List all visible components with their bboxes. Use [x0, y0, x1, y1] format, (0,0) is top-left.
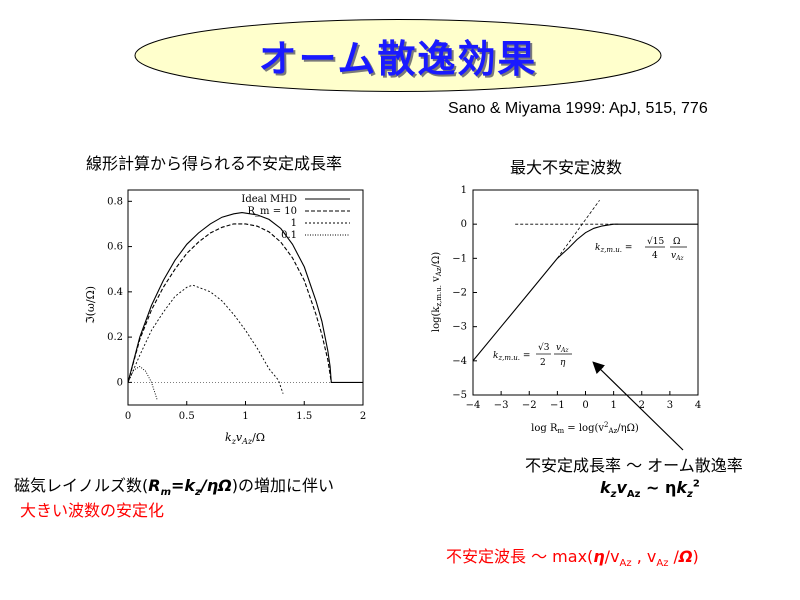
- legend-label: Ideal MHD: [241, 194, 297, 205]
- series-line: [128, 284, 284, 394]
- x-tick-label: −4: [466, 400, 481, 411]
- x-axis-label: kzvAz/Ω: [225, 431, 265, 446]
- x-tick-label: 0: [125, 411, 131, 422]
- svg-text:vAz: vAz: [556, 343, 569, 354]
- asymptote-diagonal: [557, 200, 600, 259]
- x-tick-label: 1: [610, 400, 616, 411]
- x-tick-label: 0: [582, 400, 588, 411]
- left-heading: 線形計算から得られる不安定成長率: [86, 154, 343, 173]
- svg-text:√3: √3: [538, 342, 550, 353]
- right-heading: 最大不安定波数: [510, 158, 623, 177]
- y-tick-label: −2: [452, 288, 467, 299]
- series-line: [473, 223, 698, 362]
- x-tick-label: 1: [242, 411, 248, 422]
- legend-label: R_m = 10: [248, 206, 297, 217]
- legend-label: 0.1: [281, 230, 297, 241]
- y-tick-label: 0: [461, 219, 467, 230]
- wavelength-note: 不安定波長 〜 max(η/vAz , vAz /Ω): [446, 547, 699, 570]
- y-tick-label: 1: [461, 185, 467, 196]
- reynolds-note: 磁気レイノルズ数(Rm=kz/ηΩ)の増加に伴い: [14, 476, 334, 499]
- y-tick-label: −3: [452, 322, 467, 333]
- max-wavenumber-chart: −4 −3 −2 −1 0 1 2 3 4−5−4−3−2−101 kz,m.u. = √15 …: [431, 185, 701, 435]
- y-tick-label: −5: [452, 390, 467, 401]
- stabilization-note: 大きい波数の安定化: [20, 501, 165, 520]
- title-oval: [134, 19, 662, 92]
- y-tick-label: 0.4: [107, 287, 123, 298]
- y-axis-label: ℑ(ω/Ω): [84, 286, 97, 324]
- x-tick-label: 1.5: [296, 411, 312, 422]
- y-tick-label: 0: [117, 377, 123, 388]
- svg-text:4: 4: [652, 251, 658, 261]
- y-tick-label: 0.2: [107, 332, 123, 343]
- svg-text:Ω: Ω: [673, 237, 680, 247]
- y-tick-label: −4: [452, 356, 467, 367]
- svg-text:kz,m.u. =: kz,m.u. =: [493, 351, 530, 362]
- scaling-relation: kzvAz ~ ηkz2: [600, 478, 700, 501]
- x-tick-label: 4: [695, 400, 701, 411]
- citation: Sano & Miyama 1999: ApJ, 515, 776: [448, 100, 708, 117]
- svg-text:vAz: vAz: [671, 251, 684, 262]
- x-tick-label: 0.5: [179, 411, 195, 422]
- legend-label: 1: [291, 218, 297, 229]
- x-tick-label: 2: [639, 400, 645, 411]
- x-tick-label: −3: [494, 400, 509, 411]
- growth-vs-dissipation: 不安定成長率 〜 オーム散逸率: [525, 456, 743, 475]
- slide-title: オーム散逸効果: [258, 37, 538, 81]
- series-line: [128, 212, 363, 383]
- x-tick-label: −2: [522, 400, 537, 411]
- svg-text:2: 2: [540, 358, 546, 368]
- y-tick-label: 0.8: [107, 196, 123, 207]
- y-tick-label: 0.6: [107, 242, 123, 253]
- y-tick-label: −1: [452, 253, 467, 264]
- x-tick-label: 2: [360, 411, 366, 422]
- svg-text:√15: √15: [647, 236, 664, 247]
- annotation-upper-formula: kz,m.u. = √15 4 Ω vAz: [595, 236, 687, 262]
- x-tick-label: 3: [667, 400, 673, 411]
- svg-text:kz,m.u. =: kz,m.u. =: [595, 243, 632, 254]
- svg-text:η: η: [560, 358, 566, 368]
- series-line: [128, 223, 332, 383]
- x-tick-label: −1: [550, 400, 565, 411]
- annotation-lower-formula: kz,m.u. = √3 2 vAz η: [493, 342, 572, 368]
